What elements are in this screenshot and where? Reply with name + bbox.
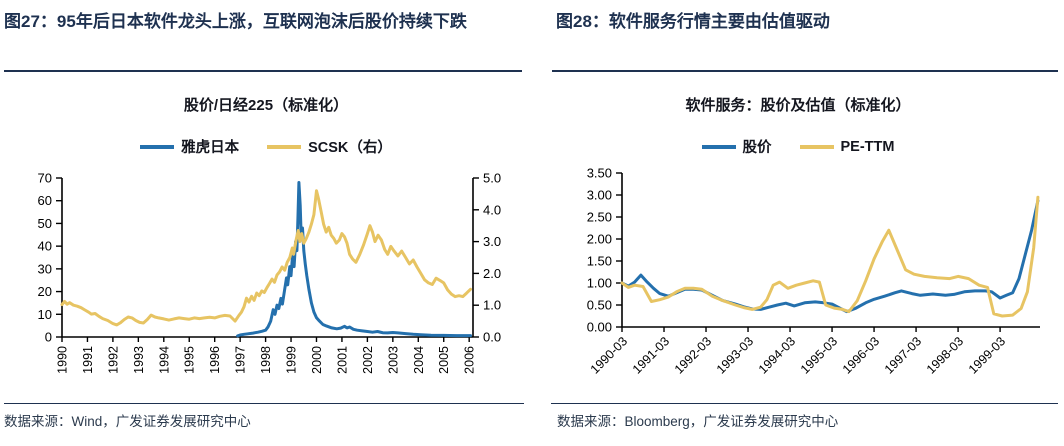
- legend-item-pe-ttm: PE-TTM: [799, 138, 895, 155]
- legend-label: PE-TTM: [840, 138, 895, 155]
- line-swatch-blue: [701, 144, 736, 149]
- y2-tick-label: 0.0: [483, 330, 501, 345]
- figure-27-source: 数据来源：Wind，广发证券发展研究中心: [4, 414, 251, 429]
- figure-28-source: 数据来源：Bloomberg，广发证券发展研究中心: [557, 414, 839, 429]
- figure-27-caption: 图27：95年后日本软件龙头上涨，互联网泡沫后股价持续下跌: [4, 12, 467, 31]
- x-tick-label: 1991: [81, 346, 95, 374]
- x-tick-label: 1990: [56, 346, 70, 374]
- figure-27: 图27：95年后日本软件龙头上涨，互联网泡沫后股价持续下跌 股价/日经225（标…: [0, 12, 532, 429]
- source-divider: [4, 403, 524, 404]
- legend-label: SCSK（右）: [308, 140, 392, 156]
- x-tick-label: 1991-03: [630, 334, 672, 376]
- source-divider: [551, 403, 1058, 404]
- y2-tick-label: 1.0: [483, 298, 501, 313]
- y-tick-label: 0.50: [587, 298, 612, 313]
- caption-divider: [552, 70, 1058, 72]
- x-tick-label: 1992: [106, 346, 120, 374]
- caption-divider: [4, 70, 522, 72]
- y-tick-label: 1.00: [587, 276, 612, 291]
- y-tick-label: 50: [38, 216, 52, 231]
- x-tick-label: 2001: [335, 346, 349, 374]
- y2-tick-label: 5.0: [483, 171, 501, 186]
- y-tick-label: 40: [38, 239, 52, 254]
- y-tick-label: 3.00: [587, 188, 612, 203]
- legend-item-price: 股价: [701, 136, 772, 157]
- x-tick-label: 2002: [361, 346, 375, 374]
- x-tick-label: 1990-03: [588, 334, 630, 376]
- dual-axis-line-chart-fig27: 0 10 20 30 40 50 60 70 0.0 1.0 2.0 3.0 4.0 5.0 1990 199…: [38, 171, 502, 374]
- y-tick-label: 2.00: [587, 232, 612, 247]
- y-tick-label: 1.50: [587, 254, 612, 269]
- x-tick-label: 1993-03: [714, 334, 756, 376]
- x-tick-label: 1997-03: [882, 334, 924, 376]
- y-tick-label: 3.50: [587, 168, 612, 181]
- x-tick-label: 2000: [310, 346, 324, 374]
- line-swatch-blue: [140, 144, 175, 149]
- y2-tick-label: 4.0: [483, 202, 501, 217]
- figure-28-caption: 图28：软件服务行情主要由估值驱动: [556, 12, 830, 31]
- series-line-股价: [620, 199, 1040, 314]
- y2-tick-label: 3.0: [483, 234, 501, 249]
- y-tick-label: 60: [38, 193, 52, 208]
- x-tick-label: 1993: [132, 346, 146, 374]
- chart-27-legend: 雅虎日本 SCSK（右）: [0, 136, 532, 157]
- x-tick-label: 1998-03: [924, 334, 966, 376]
- x-tick-label: 2006: [463, 346, 477, 374]
- x-tick-label: 1997: [234, 346, 248, 374]
- x-tick-label: 1999-03: [966, 334, 1008, 376]
- chart-28-legend: 股价 PE-TTM: [532, 136, 1064, 157]
- x-tick-label: 1995-03: [798, 334, 840, 376]
- x-tick-label: 1999: [285, 346, 299, 374]
- chart-28-title: 软件服务：股价及估值（标准化）: [685, 97, 911, 114]
- y2-tick-label: 2.0: [483, 266, 501, 281]
- series-line-雅虎日本: [236, 181, 472, 338]
- x-tick-label: 1994-03: [756, 334, 798, 376]
- y-tick-label: 30: [38, 261, 52, 276]
- legend-item-scsk: SCSK（右）: [267, 136, 392, 157]
- legend-item-yahoo-japan: 雅虎日本: [140, 136, 239, 157]
- x-tick-label: 1995: [183, 346, 197, 374]
- x-tick-label: 1992-03: [672, 334, 714, 376]
- y-tick-label: 2.50: [587, 210, 612, 225]
- x-tick-label: 1994: [157, 346, 171, 374]
- y-tick-label: 70: [38, 171, 52, 186]
- legend-label: 雅虎日本: [181, 140, 240, 156]
- chart-27-title: 股价/日经225（标准化）: [183, 97, 349, 114]
- line-swatch-gold: [799, 144, 834, 149]
- x-tick-label: 1998: [259, 346, 273, 374]
- figure-28: 图28：软件服务行情主要由估值驱动 软件服务：股价及估值（标准化） 股价 PE-…: [532, 0, 1064, 446]
- x-tick-label: 2003: [386, 346, 400, 374]
- y-tick-label: 0: [45, 330, 52, 345]
- legend-label: 股价: [742, 140, 772, 156]
- series-line-SCSK（右）: [60, 189, 472, 327]
- x-tick-label: 2005: [437, 346, 451, 374]
- y-tick-label: 10: [38, 307, 52, 322]
- series-line-PE-TTM: [620, 195, 1040, 318]
- x-tick-label: 1996: [208, 346, 222, 374]
- y-tick-label: 0.00: [587, 320, 612, 335]
- x-tick-label: 2004: [412, 346, 426, 374]
- y-tick-label: 20: [38, 284, 52, 299]
- line-swatch-gold: [267, 144, 302, 149]
- x-tick-label: 1996-03: [840, 334, 882, 376]
